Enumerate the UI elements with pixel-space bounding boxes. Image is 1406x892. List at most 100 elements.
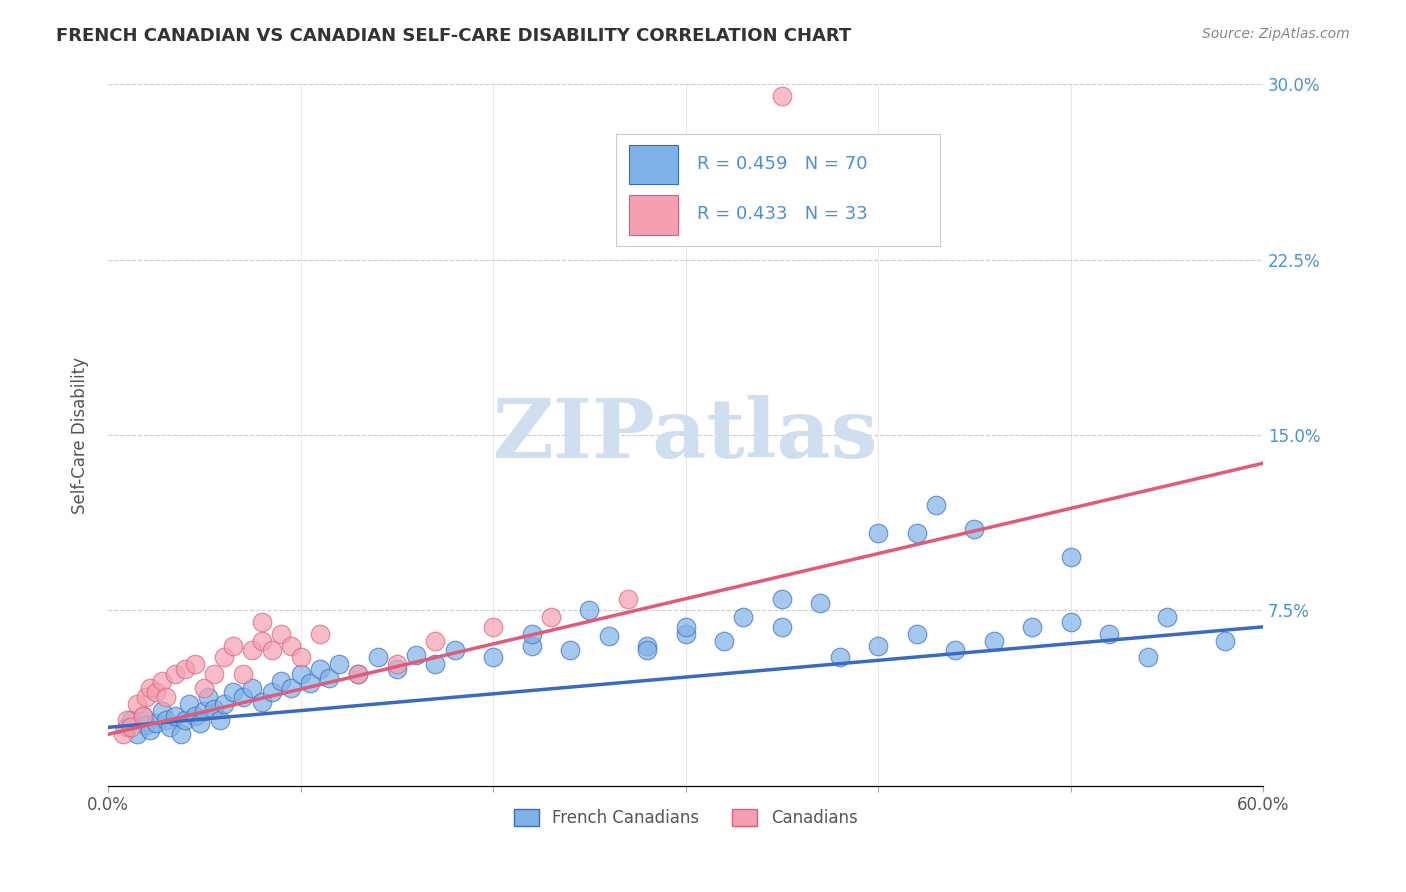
Point [290, 650, 312, 665]
Point [347, 666, 370, 681]
Point [733, 610, 755, 624]
Point [1156, 610, 1178, 624]
Point [242, 643, 264, 657]
Legend: French Canadians, Canadians: French Canadians, Canadians [508, 802, 865, 833]
Point [558, 643, 581, 657]
Point [280, 639, 302, 653]
Point [159, 720, 181, 734]
Point [242, 681, 264, 695]
Point [1213, 633, 1236, 648]
Point [578, 603, 600, 617]
Point [1060, 549, 1083, 564]
Point [1021, 620, 1043, 634]
Point [868, 639, 890, 653]
Point [135, 690, 157, 704]
Point [177, 697, 200, 711]
Point [155, 714, 177, 728]
Point [145, 715, 167, 730]
Point [540, 610, 562, 624]
Point [770, 89, 793, 103]
Point [675, 620, 697, 634]
Point [598, 629, 620, 643]
Point [520, 639, 543, 653]
Point [1060, 615, 1083, 629]
Point [183, 708, 205, 723]
Point [112, 727, 135, 741]
Point [425, 657, 447, 672]
Point [328, 657, 350, 672]
Point [318, 671, 340, 685]
Point [385, 662, 408, 676]
Point [222, 685, 245, 699]
Point [963, 522, 986, 536]
Point [190, 715, 212, 730]
Point [120, 714, 142, 728]
Point [636, 643, 658, 657]
Point [405, 648, 427, 662]
Point [212, 650, 235, 665]
Point [202, 701, 225, 715]
Text: FRENCH CANADIAN VS CANADIAN SELF-CARE DISABILITY CORRELATION CHART: FRENCH CANADIAN VS CANADIAN SELF-CARE DI… [56, 27, 852, 45]
Point [120, 720, 142, 734]
Point [270, 673, 292, 688]
Point [385, 657, 408, 672]
Point [770, 591, 793, 606]
Point [260, 685, 283, 699]
Point [212, 697, 235, 711]
Point [280, 681, 302, 695]
Point [183, 657, 205, 672]
Point [943, 643, 966, 657]
Point [125, 697, 148, 711]
Point [868, 526, 890, 541]
Point [165, 666, 187, 681]
Point [174, 662, 197, 676]
Point [135, 718, 157, 732]
Point [713, 633, 735, 648]
Point [308, 662, 330, 676]
Point [260, 643, 283, 657]
Point [828, 650, 851, 665]
Point [299, 676, 322, 690]
Point [150, 673, 173, 688]
Point [208, 714, 231, 728]
Text: Source: ZipAtlas.com: Source: ZipAtlas.com [1202, 27, 1350, 41]
Point [250, 633, 273, 648]
Point [905, 627, 928, 641]
Point [139, 681, 162, 695]
Point [170, 727, 193, 741]
Point [232, 690, 254, 704]
Point [482, 620, 505, 634]
Point [125, 727, 148, 741]
Point [202, 666, 225, 681]
Point [425, 633, 447, 648]
Point [675, 627, 697, 641]
Point [1098, 627, 1121, 641]
Point [808, 596, 831, 610]
Point [174, 714, 197, 728]
Point [155, 690, 177, 704]
Point [482, 650, 505, 665]
Point [520, 627, 543, 641]
Point [131, 708, 153, 723]
Point [443, 643, 465, 657]
Point [770, 620, 793, 634]
Point [636, 639, 658, 653]
Point [165, 708, 187, 723]
Point [193, 704, 215, 718]
Point [290, 666, 312, 681]
Point [193, 681, 215, 695]
Point [1136, 650, 1159, 665]
Point [197, 690, 219, 704]
Y-axis label: Self-Care Disability: Self-Care Disability [72, 357, 89, 514]
Point [925, 498, 948, 512]
Point [308, 627, 330, 641]
Point [131, 708, 153, 723]
Point [117, 720, 139, 734]
Point [270, 627, 292, 641]
Point [347, 666, 370, 681]
Point [983, 633, 1005, 648]
Point [232, 666, 254, 681]
Point [905, 526, 928, 541]
Point [117, 714, 139, 728]
Point [222, 639, 245, 653]
